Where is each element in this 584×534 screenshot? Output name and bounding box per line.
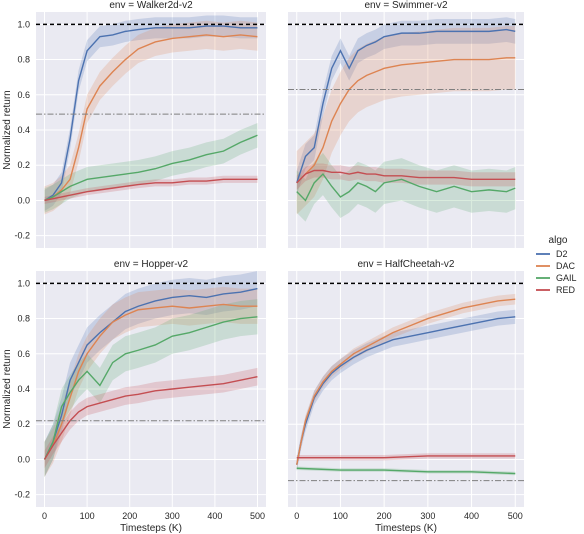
y-tick-label: 0.4 <box>17 125 30 135</box>
band-red <box>44 367 258 469</box>
line-gail <box>43 316 258 460</box>
band-dac <box>296 293 516 471</box>
band-d2 <box>296 17 516 196</box>
legend-label-gail: GAIL <box>556 273 577 283</box>
line-red <box>44 178 258 202</box>
band-gail <box>296 152 516 222</box>
band-gail <box>44 299 258 478</box>
panel-2: env = Swimmer-v2 <box>288 0 524 248</box>
x-tick-label: 300 <box>165 511 180 521</box>
x-tick-label: 100 <box>333 511 348 521</box>
legend-label-red: RED <box>556 285 576 295</box>
series-group <box>296 17 516 222</box>
x-tick-label: 400 <box>464 511 479 521</box>
x-tick-label: 300 <box>420 511 435 521</box>
line-red <box>43 375 258 460</box>
y-tick-label: 0.4 <box>17 384 30 394</box>
y-tick-label: 0.6 <box>17 90 30 100</box>
y-tick-label: 0.0 <box>17 195 30 205</box>
panel-4: env = HalfCheetah-v2 0 100 200 300 400 500 Time… <box>288 259 524 534</box>
legend: algo D2 DAC GAIL RED <box>536 235 577 295</box>
legend-label-dac: DAC <box>556 261 576 271</box>
line-dac <box>43 303 258 460</box>
line-dac <box>296 298 516 465</box>
line-red <box>296 455 516 459</box>
line-gail <box>296 467 516 475</box>
y-tick-label: 0.2 <box>17 419 30 429</box>
band-red <box>44 175 258 204</box>
panel-title: env = Walker2d-v2 <box>109 0 193 11</box>
panel-title: env = Hopper-v2 <box>114 259 189 270</box>
series-group <box>44 15 258 215</box>
band-d2 <box>296 309 516 472</box>
x-tick-label: 500 <box>250 511 265 521</box>
x-tick-label: 100 <box>80 511 95 521</box>
band-d2 <box>44 271 258 478</box>
line-d2 <box>44 25 258 202</box>
x-tick-label: 500 <box>508 511 523 521</box>
line-d2 <box>296 28 516 184</box>
panel-1: env = Walker2d-v2 -0.2 0.0 0.2 0.4 0.6 0.8 1.0 N… <box>2 0 266 248</box>
x-tick-label: 0 <box>294 511 299 521</box>
y-axis-label: Normalized return <box>2 349 13 428</box>
y-tick-label: 0.8 <box>17 314 30 324</box>
y-tick-label: 0.0 <box>17 454 30 464</box>
y-tick-label: 0.6 <box>17 349 30 359</box>
line-d2 <box>43 287 258 460</box>
y-tick-label: 1.0 <box>17 278 30 288</box>
x-tick-label: 200 <box>122 511 137 521</box>
band-dac <box>296 26 516 215</box>
panel-title: env = Swimmer-v2 <box>364 0 448 11</box>
series-group <box>296 293 516 476</box>
line-dac <box>296 57 516 184</box>
y-tick-label: 1.0 <box>17 19 30 29</box>
y-tick-label: -0.2 <box>14 490 30 500</box>
x-tick-label: 0 <box>42 511 47 521</box>
line-dac <box>44 34 258 202</box>
line-gail <box>44 134 258 202</box>
legend-label-d2: D2 <box>556 249 568 259</box>
x-tick-label: 400 <box>207 511 222 521</box>
series-group <box>43 271 258 478</box>
band-dac <box>44 20 258 215</box>
panel-3: env = Hopper-v2 -0.2 0.0 0.2 0.4 0.6 0.8 1.0 Nor… <box>2 259 266 534</box>
x-tick-label: 200 <box>377 511 392 521</box>
legend-title: algo <box>549 235 568 246</box>
line-red <box>296 169 516 184</box>
x-axis-label: Timesteps (K) <box>120 523 182 534</box>
band-gail <box>44 122 258 213</box>
panel-title: env = HalfCheetah-v2 <box>357 259 454 270</box>
y-axis-label: Normalized return <box>2 90 13 169</box>
y-tick-label: -0.2 <box>14 231 30 241</box>
y-tick-label: 0.2 <box>17 160 30 170</box>
y-tick-label: 0.8 <box>17 55 30 65</box>
panels-container: env = Walker2d-v2 -0.2 0.0 0.2 0.4 0.6 0.8 1.0 N… <box>2 0 524 534</box>
line-gail <box>296 172 516 202</box>
x-axis-label: Timesteps (K) <box>375 523 437 534</box>
